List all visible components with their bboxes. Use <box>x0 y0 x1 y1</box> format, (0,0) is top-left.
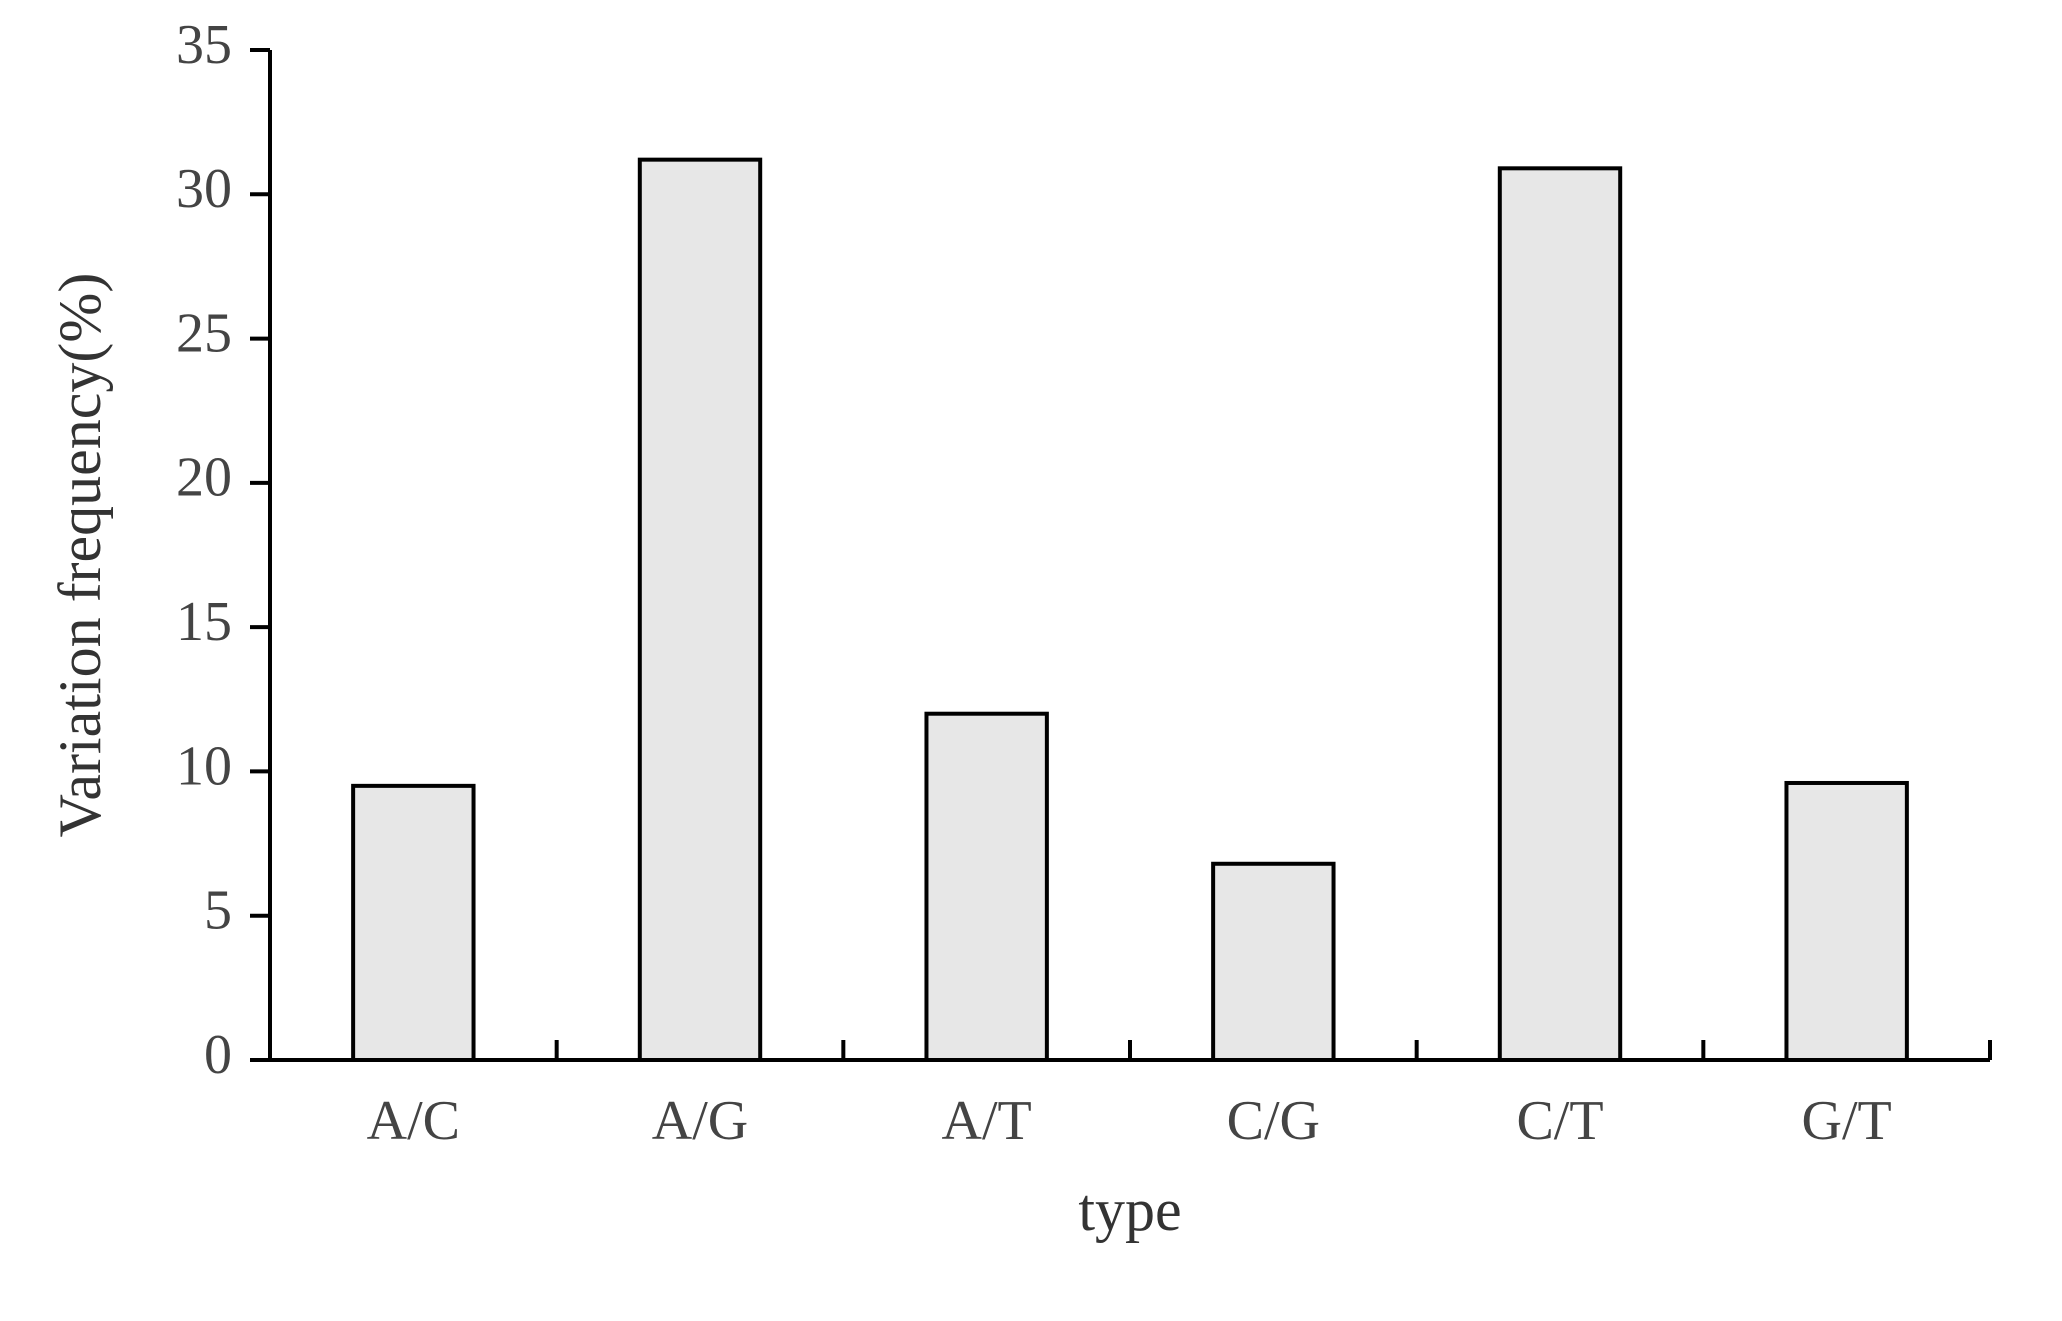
bar <box>1786 783 1906 1060</box>
x-tick-label: C/T <box>1516 1090 1603 1152</box>
y-tick-label: 0 <box>204 1024 232 1086</box>
y-tick-label: 5 <box>204 880 232 942</box>
y-tick-label: 25 <box>176 302 232 364</box>
chart-container: 0 5 10 15 20 25 30 35 A/C A/G A/T C/G C/T G/T Variatio… <box>0 0 2062 1321</box>
y-tick-label: 20 <box>176 447 232 509</box>
y-tick-label: 10 <box>176 735 232 797</box>
x-tick-label: A/G <box>652 1090 748 1152</box>
x-axis-label: type <box>1078 1177 1181 1243</box>
bar-chart-svg: 0 5 10 15 20 25 30 35 A/C A/G A/T C/G C/T G/T Variatio… <box>0 0 2062 1321</box>
y-tick-label: 30 <box>176 158 232 220</box>
x-tick-label: G/T <box>1802 1090 1892 1152</box>
bar <box>926 714 1046 1060</box>
bar <box>1500 168 1620 1060</box>
y-tick-label: 35 <box>176 14 232 76</box>
x-tick-label: C/G <box>1227 1090 1320 1152</box>
x-tick-label: A/T <box>942 1090 1032 1152</box>
y-axis-label: Variation frequency(%) <box>47 273 113 838</box>
bar <box>353 786 473 1060</box>
y-tick-label: 15 <box>176 591 232 653</box>
bar <box>1213 864 1333 1060</box>
bar <box>640 160 760 1060</box>
x-tick-label: A/C <box>367 1090 460 1152</box>
